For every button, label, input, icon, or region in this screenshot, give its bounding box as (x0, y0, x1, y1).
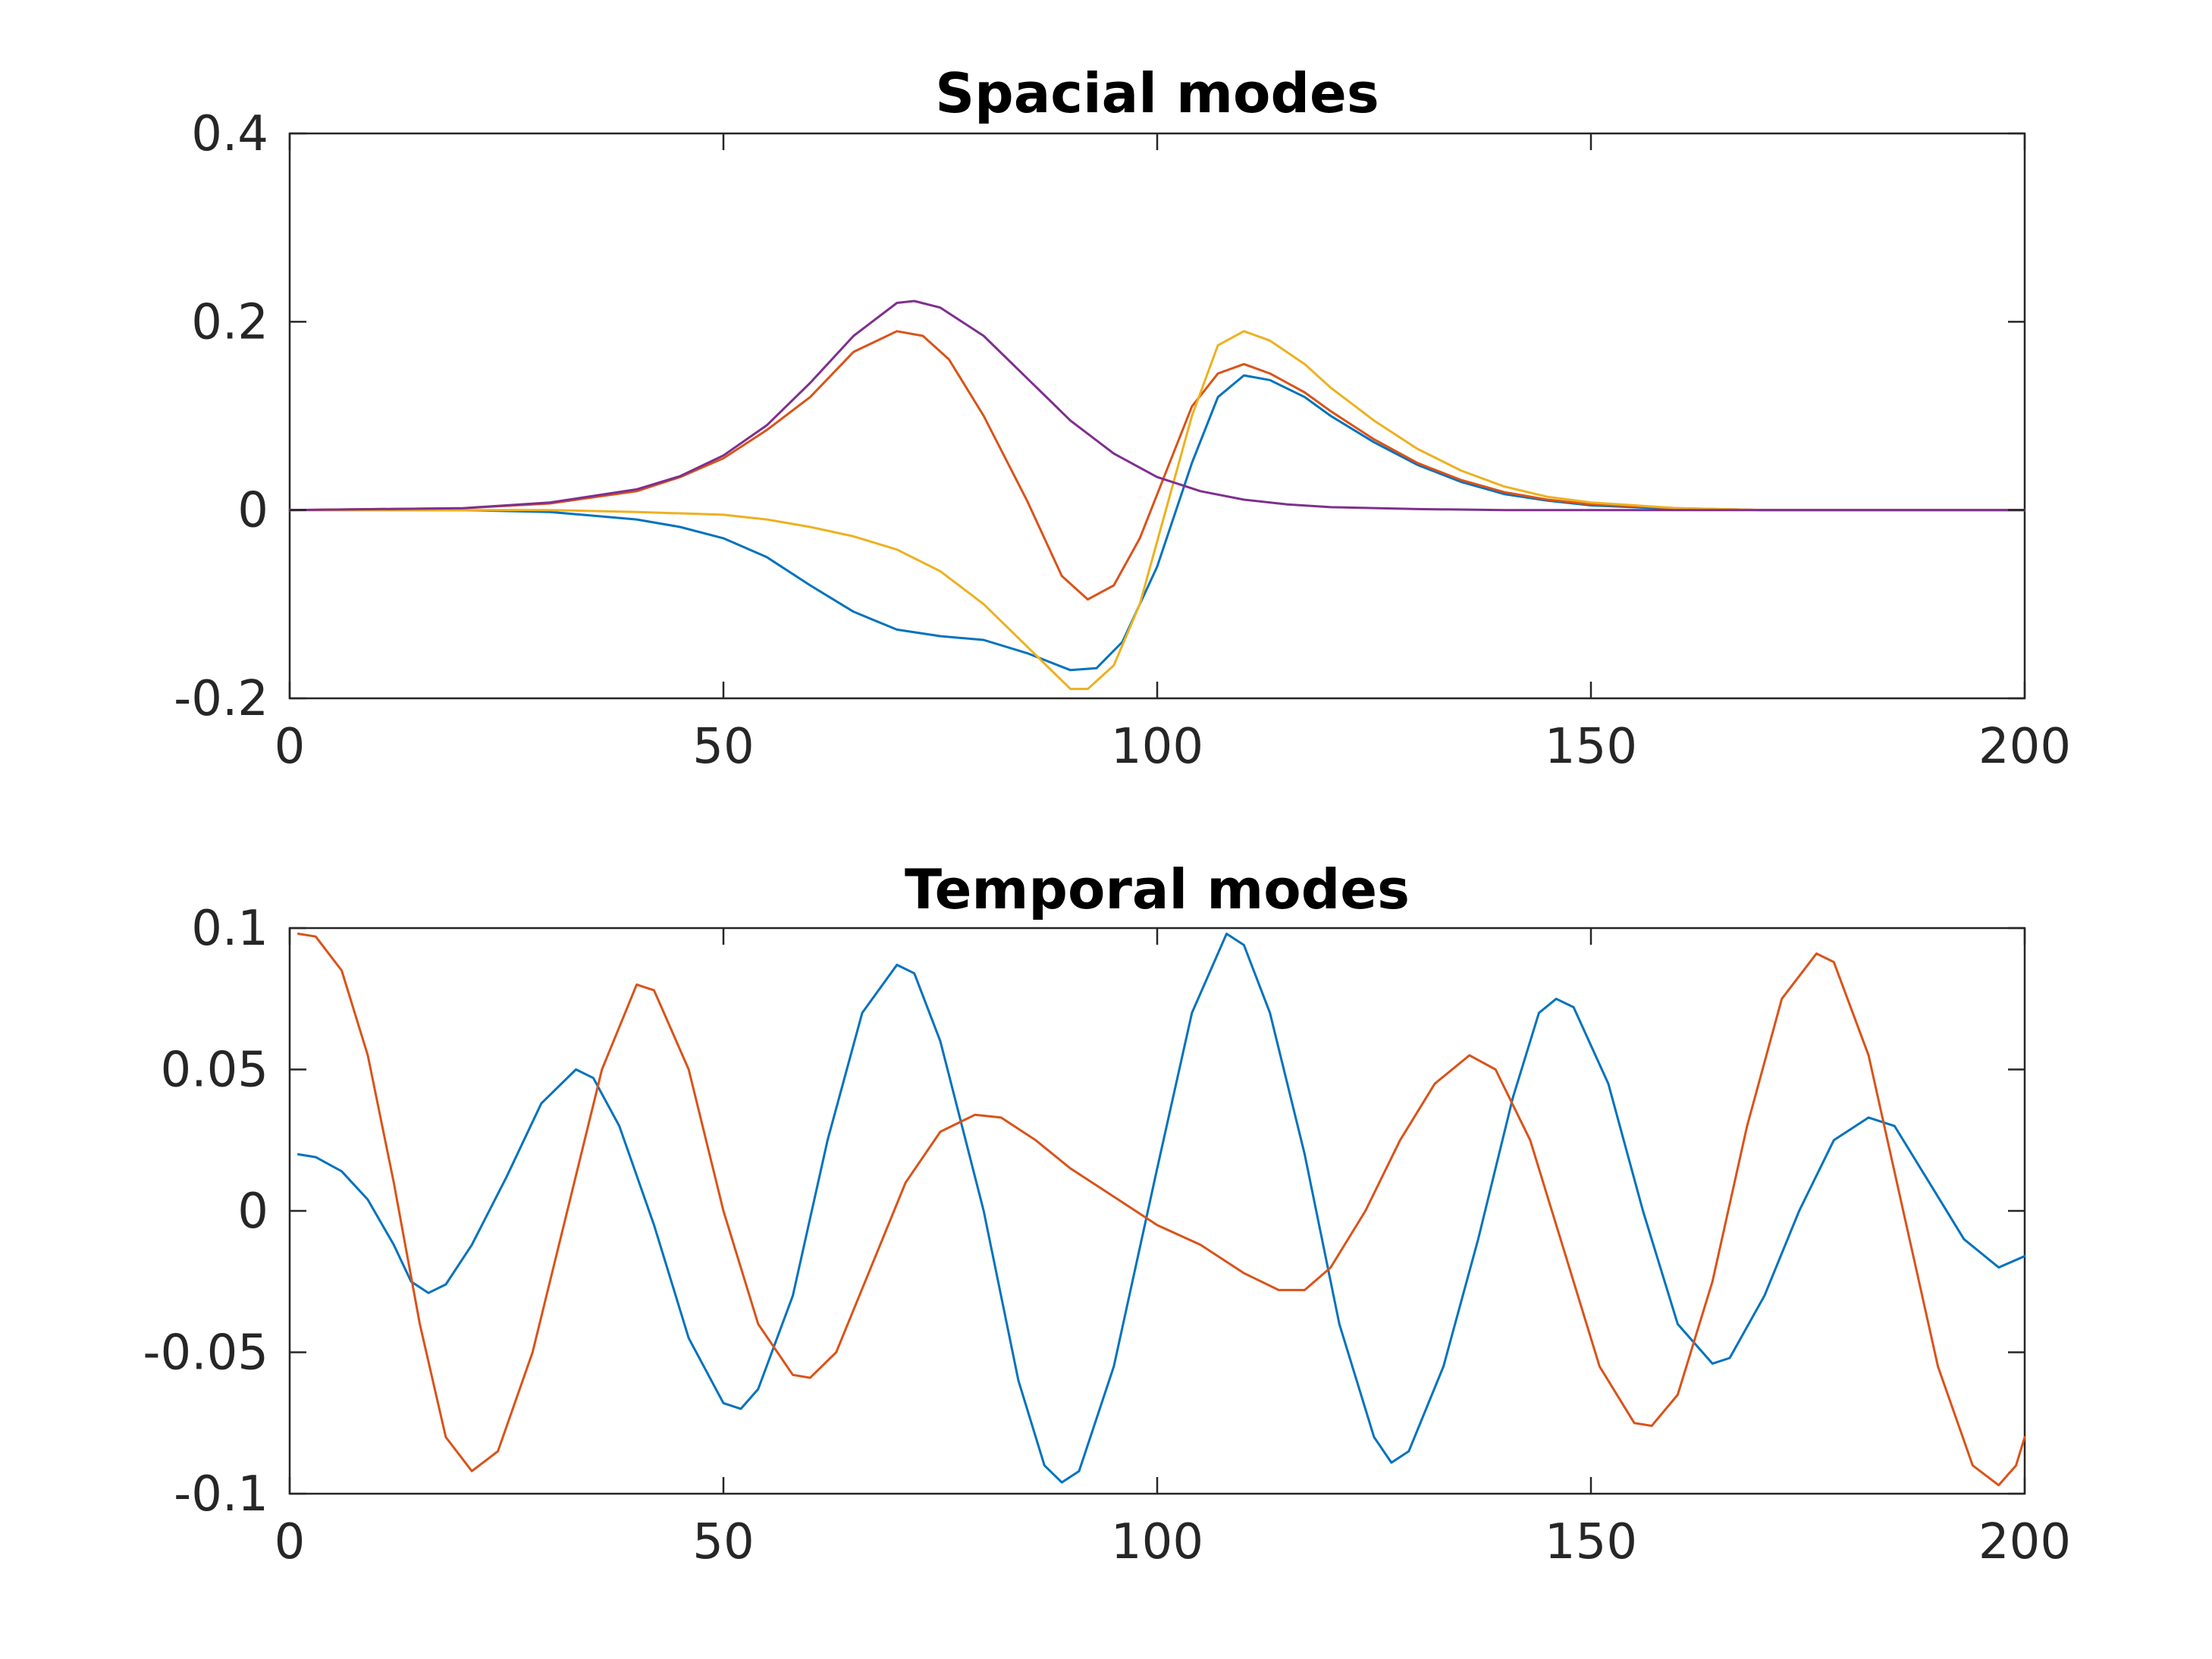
series-line-1 (297, 933, 2026, 1484)
temporal-modes-chart: 0 50 100 150 200 -0.1 -0.05 0 0.05 0.1 Temporal mo… (143, 858, 2071, 1570)
x-tick-label: 200 (1978, 1514, 2071, 1570)
y-tick-label: -0.1 (174, 1466, 268, 1523)
x-tick-label: 200 (1978, 719, 2071, 775)
x-tick-label: 50 (692, 1514, 754, 1570)
series-line-3 (288, 330, 2026, 691)
x-tick-label: 0 (275, 1514, 306, 1570)
x-tick-label: 150 (1545, 1514, 1637, 1570)
chart-title: Temporal modes (905, 858, 1410, 921)
y-tick-label: 0.4 (191, 106, 268, 162)
y-tick-label: 0.2 (191, 294, 268, 350)
y-tick-label: 0 (237, 483, 268, 539)
x-tick-label: 150 (1545, 719, 1637, 775)
y-tick-label: 0.1 (191, 901, 268, 957)
series-line-2 (297, 933, 2026, 1487)
x-tick-label: 50 (692, 719, 754, 775)
chart-title: Spacial modes (935, 61, 1379, 125)
plot-area (288, 927, 2026, 1495)
series-line-2 (288, 330, 2026, 601)
series-line-4 (288, 299, 2026, 512)
x-tick-label: 100 (1111, 719, 1203, 775)
y-tick-label: -0.2 (174, 671, 268, 727)
y-tick-label: 0 (237, 1184, 268, 1240)
x-tick-label: 0 (275, 719, 306, 775)
y-tick-label: -0.05 (143, 1325, 268, 1381)
y-tick-label: 0.05 (161, 1043, 269, 1099)
x-tick-label: 100 (1111, 1514, 1203, 1570)
plot-area (288, 132, 2026, 700)
